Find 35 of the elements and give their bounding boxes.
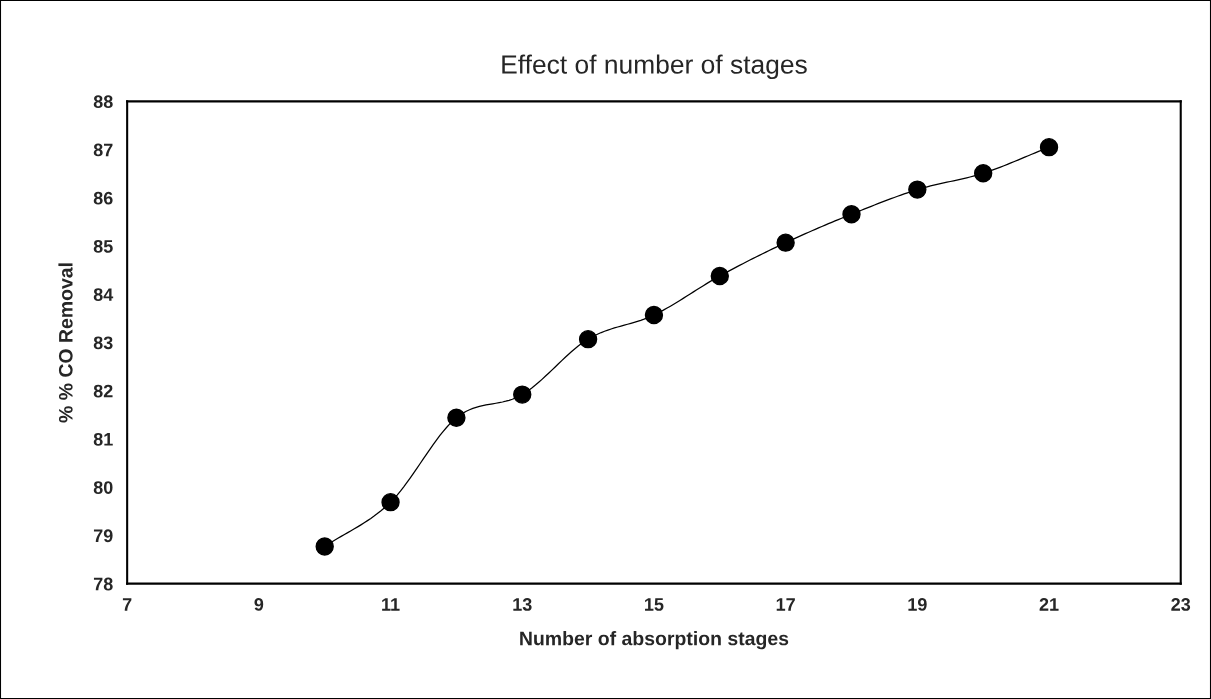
x-tick-label: 7: [122, 598, 132, 611]
y-tick-label: 85: [93, 239, 113, 253]
point: [908, 180, 927, 199]
chart-title: Effect of number of stages: [502, 54, 807, 80]
y-tick-label: 80: [93, 481, 113, 494]
x-tick-label: 21: [1039, 598, 1059, 611]
y-tick-label: 88: [93, 95, 113, 109]
point: [842, 205, 861, 224]
y-tick-label: 83: [93, 336, 113, 350]
point: [447, 408, 466, 427]
x-tick-label: 19: [908, 598, 927, 611]
x-tick-label: 11: [382, 598, 400, 611]
y-tick-label: 79: [93, 529, 113, 543]
point: [1039, 137, 1059, 157]
point: [381, 492, 400, 512]
y-tick-label: 81: [93, 432, 113, 446]
point: [644, 305, 664, 325]
y-tick-label: 86: [93, 191, 113, 205]
point: [513, 385, 532, 404]
y-tick-label: 84: [93, 288, 114, 301]
point: [315, 537, 334, 556]
x-tick-label: 13: [513, 598, 532, 611]
point: [710, 266, 729, 286]
point: [578, 329, 598, 349]
point: [776, 233, 795, 252]
point: [974, 164, 993, 183]
x-tick-label: 15: [645, 598, 664, 611]
x-tick-label: 9: [254, 598, 264, 611]
y-axis-title: % % CO Removal: [58, 263, 73, 423]
y-tick-label: 87: [93, 143, 113, 157]
y-tick-label: 78: [93, 577, 113, 591]
y-tick-label: 82: [93, 384, 113, 398]
x-axis-title: Number of absorption stages: [520, 631, 789, 650]
x-tick-label: 23: [1171, 598, 1191, 611]
x-tick-label: 17: [776, 598, 795, 611]
